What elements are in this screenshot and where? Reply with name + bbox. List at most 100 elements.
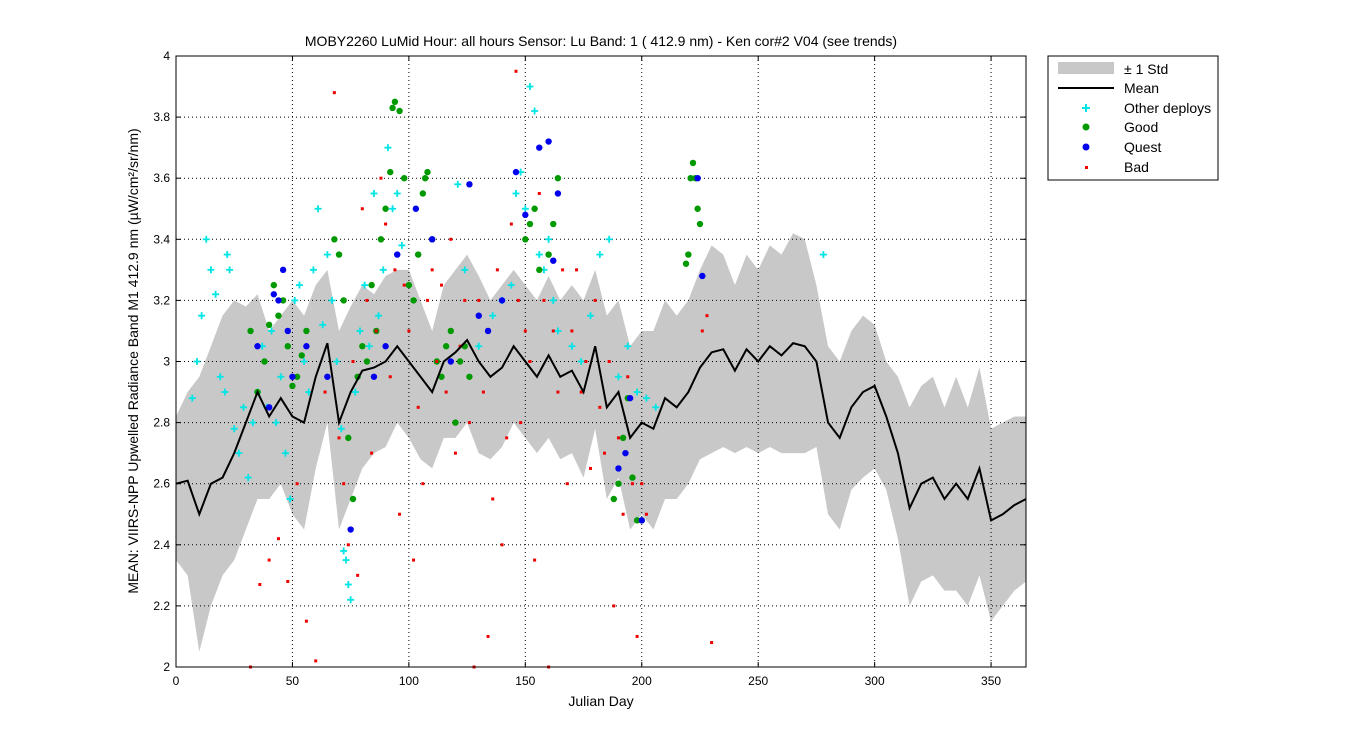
point-bad	[370, 451, 374, 455]
point-quest	[289, 373, 296, 380]
y-tick-label: 2.2	[153, 599, 170, 613]
point-quest	[284, 327, 291, 335]
point-bad	[505, 436, 509, 440]
point-good	[279, 297, 287, 304]
point-bad	[477, 298, 481, 302]
point-other-deploys	[531, 107, 539, 115]
point-other-deploys	[587, 312, 595, 320]
y-axis-title: MEAN: VIIRS-NPP Upwelled Radiance Band M…	[125, 128, 141, 593]
point-other-deploys	[577, 358, 585, 365]
point-bad	[286, 579, 290, 583]
point-other-deploys	[216, 373, 224, 381]
point-bad	[509, 222, 513, 226]
point-bad	[481, 390, 485, 394]
point-other-deploys	[221, 388, 229, 396]
x-tick-label: 200	[632, 674, 652, 688]
point-bad	[542, 298, 546, 302]
point-bad	[705, 314, 709, 318]
point-quest	[370, 373, 378, 380]
point-other-deploys	[554, 327, 562, 335]
point-good	[619, 434, 627, 442]
point-bad	[412, 558, 416, 562]
point-quest	[254, 343, 261, 350]
legend-label-good: Good	[1124, 119, 1158, 135]
point-other-deploys	[596, 251, 604, 259]
point-bad	[486, 634, 490, 638]
point-good	[550, 220, 557, 228]
point-bad	[700, 329, 704, 333]
point-bad	[384, 222, 388, 226]
point-bad	[537, 191, 541, 195]
point-bad	[551, 329, 555, 333]
point-other-deploys	[207, 266, 215, 274]
point-good	[265, 321, 273, 329]
point-good	[349, 495, 357, 503]
point-other-deploys	[188, 394, 196, 402]
point-other-deploys	[454, 180, 462, 188]
point-bad	[635, 634, 639, 638]
point-other-deploys	[281, 449, 289, 457]
point-quest	[428, 236, 436, 243]
point-bad	[463, 298, 467, 302]
point-good	[421, 175, 429, 182]
point-other-deploys	[333, 358, 341, 365]
point-good	[414, 251, 422, 258]
point-bad	[379, 176, 383, 180]
x-tick-label: 150	[515, 674, 535, 688]
point-other-deploys	[319, 321, 327, 329]
point-bad	[626, 375, 630, 379]
x-tick-label: 350	[981, 674, 1001, 688]
point-quest	[550, 257, 557, 264]
point-good	[401, 175, 408, 182]
point-other-deploys	[328, 296, 336, 304]
point-bad	[426, 298, 430, 302]
point-bad	[602, 451, 606, 455]
point-good	[303, 327, 310, 335]
point-good	[289, 382, 296, 390]
point-good	[275, 312, 282, 319]
legend-other-deploys-marker	[1082, 104, 1090, 112]
point-good	[363, 358, 371, 365]
point-good	[689, 159, 697, 167]
point-quest	[545, 138, 552, 145]
point-good	[694, 205, 701, 212]
point-other-deploys	[393, 189, 401, 197]
point-other-deploys	[230, 425, 238, 433]
point-good	[345, 434, 352, 442]
point-good	[405, 281, 413, 289]
y-tick-label: 3.6	[153, 171, 170, 185]
point-bad	[607, 360, 611, 363]
point-bad	[407, 329, 411, 333]
point-good	[610, 495, 618, 503]
x-tick-label: 0	[173, 674, 180, 688]
point-good	[447, 327, 454, 335]
point-good	[687, 175, 694, 182]
point-other-deploys	[568, 342, 576, 350]
point-other-deploys	[193, 358, 201, 365]
point-good	[261, 358, 268, 365]
point-bad	[467, 421, 471, 425]
point-bad	[258, 583, 262, 587]
plot-layer: 0 50 100 150 200 250 300 350 2 2.2 2.4 2.6 2.8 3 3.2 3.…	[153, 49, 1027, 688]
point-other-deploys	[614, 373, 622, 381]
point-bad	[556, 390, 560, 394]
point-quest	[484, 327, 492, 335]
point-quest	[554, 190, 562, 197]
point-bad	[449, 237, 453, 241]
point-good	[391, 98, 399, 106]
x-tick-label: 100	[399, 674, 419, 688]
point-good	[270, 281, 278, 289]
point-bad	[561, 268, 565, 272]
y-tick-label: 2	[163, 660, 170, 674]
point-good	[396, 107, 403, 115]
point-other-deploys	[489, 312, 497, 320]
point-good	[340, 297, 347, 304]
point-bad	[575, 268, 579, 272]
mean-line	[175, 338, 1027, 522]
point-other-deploys	[549, 296, 557, 304]
point-bad	[388, 375, 392, 379]
y-tick-label: 3.8	[153, 110, 170, 124]
point-bad	[616, 436, 620, 440]
point-other-deploys	[356, 327, 364, 335]
